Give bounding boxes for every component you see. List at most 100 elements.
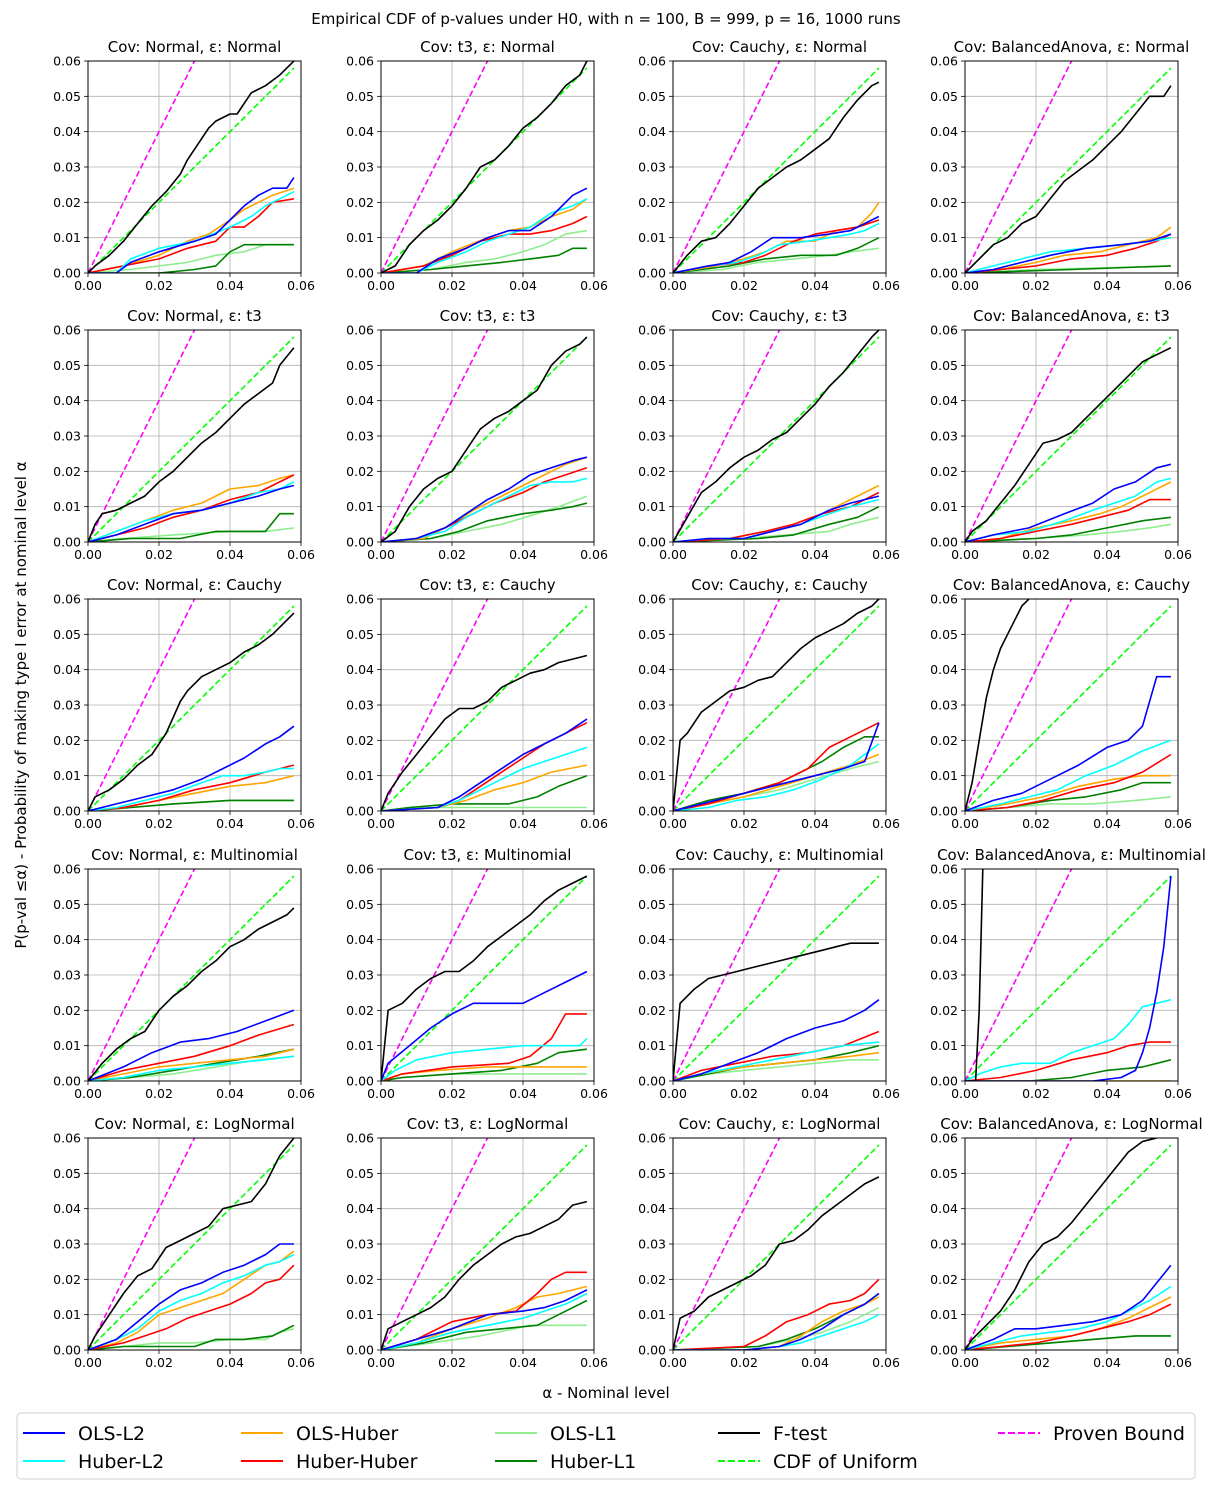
subplot: 0.00 0.02 0.04 0.06 0.00 0.01 0.02 0.03 0.04 0.05… xyxy=(346,307,608,562)
x-tick-label: 0.04 xyxy=(1093,547,1121,562)
series-line-f-test xyxy=(965,85,1172,273)
series-line-f-test xyxy=(381,336,588,542)
y-tick-label: 0.03 xyxy=(53,968,81,983)
y-tick-label: 0.01 xyxy=(638,768,666,783)
y-tick-label: 0.04 xyxy=(53,393,81,408)
y-tick-label: 0.05 xyxy=(930,897,958,912)
series-lines xyxy=(673,599,880,811)
x-tick-label: 0.02 xyxy=(730,1355,758,1370)
series-lines xyxy=(965,599,1172,811)
subplot: 0.00 0.02 0.04 0.06 0.00 0.01 0.02 0.03 0.04 0.05… xyxy=(638,1115,900,1370)
x-tick-label: 0.04 xyxy=(801,547,829,562)
y-tick-label: 0.01 xyxy=(638,1307,666,1322)
y-tick-label: 0.04 xyxy=(930,932,958,947)
x-tick-label: 0.04 xyxy=(216,278,244,293)
y-tick-label: 0.02 xyxy=(346,1003,374,1018)
y-tick-label: 0.03 xyxy=(53,429,81,444)
y-tick-label: 0.06 xyxy=(638,862,666,877)
series-lines xyxy=(88,1138,295,1350)
series-line-proven-bound xyxy=(88,1138,196,1350)
x-tick-label: 0.04 xyxy=(801,278,829,293)
y-tick-label: 0.00 xyxy=(53,535,81,550)
y-tick-label: 0.04 xyxy=(638,662,666,677)
series-line-cdf-of-uniform xyxy=(381,875,588,1081)
series-line-ols-l2 xyxy=(673,215,880,273)
series-line-ols-l2 xyxy=(673,999,880,1081)
series-line-f-test xyxy=(965,869,984,1081)
subplot-title: Cov: BalancedAnova, ε: Normal xyxy=(954,38,1190,56)
subplot: 0.00 0.02 0.04 0.06 0.00 0.01 0.02 0.03 0.04 0.05… xyxy=(346,38,608,293)
series-lines xyxy=(965,1138,1172,1350)
series-line-huber-huber xyxy=(965,1303,1172,1350)
series-lines xyxy=(88,61,295,273)
y-tick-label: 0.01 xyxy=(53,499,81,514)
subplot: 0.00 0.02 0.04 0.06 0.00 0.01 0.02 0.03 0.04 0.05… xyxy=(638,38,900,293)
y-tick-label: 0.05 xyxy=(346,1166,374,1181)
x-tick-label: 0.00 xyxy=(951,1355,979,1370)
y-tick-label: 0.02 xyxy=(346,733,374,748)
y-tick-label: 0.06 xyxy=(53,1131,81,1146)
y-tick-label: 0.00 xyxy=(930,1343,958,1358)
figure-title: Empirical CDF of p-values under H0, with… xyxy=(311,10,901,28)
x-tick-label: 0.04 xyxy=(216,1086,244,1101)
y-tick-label: 0.02 xyxy=(930,733,958,748)
y-tick-label: 0.04 xyxy=(346,1201,374,1216)
y-tick-label: 0.04 xyxy=(638,393,666,408)
y-tick-label: 0.05 xyxy=(930,89,958,104)
x-tick-label: 0.02 xyxy=(438,816,466,831)
y-tick-label: 0.00 xyxy=(638,266,666,281)
series-line-ols-huber xyxy=(88,187,295,273)
y-tick-label: 0.05 xyxy=(346,627,374,642)
y-tick-label: 0.01 xyxy=(53,1307,81,1322)
x-tick-label: 0.00 xyxy=(659,278,687,293)
series-lines xyxy=(673,1138,880,1350)
y-tick-label: 0.01 xyxy=(930,499,958,514)
y-tick-label: 0.00 xyxy=(53,804,81,819)
y-tick-label: 0.02 xyxy=(638,464,666,479)
x-tick-label: 0.06 xyxy=(1164,816,1192,831)
y-tick-label: 0.04 xyxy=(53,932,81,947)
series-line-huber-huber xyxy=(381,1013,587,1081)
x-tick-label: 0.06 xyxy=(1164,1355,1192,1370)
series-line-ols-l2 xyxy=(965,675,1171,811)
series-line-cdf-of-uniform xyxy=(965,67,1172,273)
series-line-f-test xyxy=(673,1176,880,1350)
y-tick-label: 0.00 xyxy=(930,266,958,281)
legend-item: OLS-L2 xyxy=(23,1423,145,1445)
x-tick-label: 0.06 xyxy=(580,547,608,562)
x-tick-label: 0.02 xyxy=(1022,816,1050,831)
x-tick-label: 0.02 xyxy=(1022,278,1050,293)
x-tick-label: 0.02 xyxy=(438,547,466,562)
legend-box xyxy=(16,1412,1196,1480)
figure-xlabel: α - Nominal level xyxy=(542,1384,669,1402)
x-tick-label: 0.02 xyxy=(438,278,466,293)
series-lines xyxy=(88,599,295,811)
y-tick-label: 0.00 xyxy=(53,266,81,281)
y-tick-label: 0.01 xyxy=(53,768,81,783)
series-line-huber-l2 xyxy=(381,198,588,273)
x-tick-label: 0.00 xyxy=(74,547,102,562)
series-line-huber-l1 xyxy=(965,516,1171,542)
x-tick-label: 0.00 xyxy=(74,278,102,293)
subplot: 0.00 0.02 0.04 0.06 0.00 0.01 0.02 0.03 0.04 0.05… xyxy=(53,307,315,562)
series-line-proven-bound xyxy=(673,330,781,542)
x-tick-label: 0.00 xyxy=(951,816,979,831)
series-line-ols-l2 xyxy=(381,1289,588,1350)
y-tick-label: 0.06 xyxy=(930,323,958,338)
y-tick-label: 0.05 xyxy=(638,1166,666,1181)
x-tick-label: 0.04 xyxy=(509,1086,537,1101)
series-line-huber-huber xyxy=(88,1264,295,1350)
y-tick-label: 0.05 xyxy=(346,897,374,912)
y-tick-label: 0.00 xyxy=(930,804,958,819)
series-line-cdf-of-uniform xyxy=(381,605,588,811)
x-tick-label: 0.06 xyxy=(1164,547,1192,562)
y-tick-label: 0.05 xyxy=(638,89,666,104)
series-line-f-test xyxy=(673,330,880,542)
subplot-title: Cov: Normal, ε: Normal xyxy=(108,38,282,56)
series-line-huber-l1 xyxy=(673,236,880,273)
x-tick-label: 0.04 xyxy=(1093,1086,1121,1101)
x-tick-label: 0.04 xyxy=(801,816,829,831)
y-tick-label: 0.00 xyxy=(930,535,958,550)
series-lines xyxy=(381,1138,588,1350)
y-tick-label: 0.00 xyxy=(638,1074,666,1089)
